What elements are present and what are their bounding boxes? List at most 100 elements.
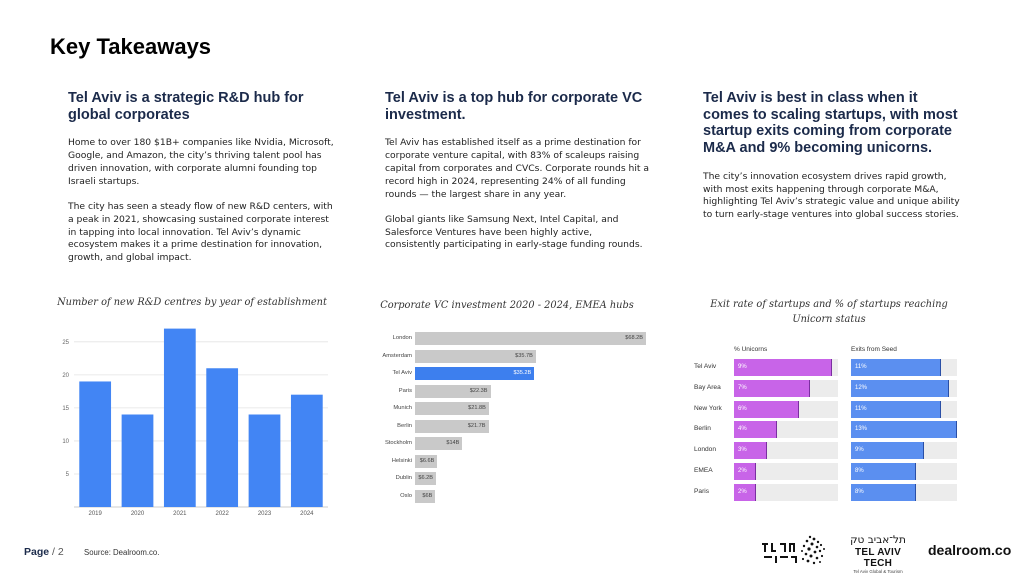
category-label: Tel Aviv <box>392 370 412 376</box>
exit-value: 12% <box>855 384 868 391</box>
bar-2021 <box>163 328 196 507</box>
city-label: Paris <box>694 487 710 495</box>
bar-row: Berlin $21.7B <box>357 418 657 436</box>
city-label: London <box>694 446 717 454</box>
series-header-unicorns: % Unicorns <box>734 346 768 353</box>
unicorn-value: 3% <box>738 447 747 454</box>
exit-track: 11% <box>851 400 957 418</box>
exit-row: Bay Area 7% 12% <box>694 378 964 399</box>
exit-value: 8% <box>855 467 864 474</box>
bar-dublin: $6.2B <box>415 472 436 485</box>
exit-track: 11% <box>851 359 957 376</box>
category-label: Berlin <box>397 422 412 429</box>
exit-value: 13% <box>855 426 868 433</box>
value-label: $68.2B <box>625 335 643 341</box>
y-tick-label: 20 <box>62 373 69 379</box>
y-tick-label: 10 <box>62 439 69 445</box>
city-label: Bay Area <box>694 383 721 391</box>
rnd-centres-svg: 5 10 15 20 25 2019 2020 2021 2022 2023 2024 <box>62 328 328 517</box>
bar-amsterdam: $35.7B <box>415 349 536 363</box>
bar-tel-aviv: $35.2B <box>415 367 535 380</box>
bar-row: London $68.2B <box>357 330 657 348</box>
category-label: Stockholm <box>384 440 412 446</box>
exit-value: 9% <box>855 447 864 454</box>
exit-track: 9% <box>851 442 957 460</box>
tel-aviv-yafo-logo <box>760 533 828 567</box>
column-paragraph: The city’s innovation ecosystem drives r… <box>703 170 960 221</box>
unicorn-track: 3% <box>734 442 838 460</box>
x-tick-label: 2023 <box>258 511 272 517</box>
bar-2020 <box>121 414 154 507</box>
unicorn-track: 9% <box>734 359 838 376</box>
exit-value: 11% <box>855 405 867 412</box>
x-tick-label: 2022 <box>215 511 229 517</box>
bar-2024 <box>290 394 323 507</box>
y-tick-label: 25 <box>62 340 69 346</box>
exit-value: 11% <box>855 364 867 370</box>
series-header-exits: Exits from Seed <box>851 346 897 353</box>
column-corporate-vc: Tel Aviv is a top hub for corporate VC i… <box>385 90 650 264</box>
unicorn-track: 4% <box>734 421 838 439</box>
column-paragraph: Home to over 180 $1B+ companies like Nvi… <box>68 137 334 187</box>
value-label: $6B <box>422 492 433 499</box>
exit-row: London 3% 9% <box>694 440 964 461</box>
column-heading: Tel Aviv is best in class when it comes … <box>703 90 958 157</box>
city-label: New York <box>694 404 722 412</box>
y-tick-label: 15 <box>62 406 69 412</box>
unicorn-value: 9% <box>738 364 747 370</box>
column-heading: Tel Aviv is a top hub for corporate VC i… <box>385 90 643 123</box>
exit-bar: 11% <box>851 400 941 418</box>
bar-row: Stockholm $14B <box>357 435 657 453</box>
exit-bar: 8% <box>851 483 917 501</box>
exit-bar: 8% <box>851 462 917 480</box>
bar-berlin: $21.7B <box>415 419 489 433</box>
bar-row: Munich $21.8B <box>357 400 657 418</box>
unicorn-value: 2% <box>738 467 747 474</box>
bar-row: Oslo $6B <box>357 488 657 506</box>
category-label: Paris <box>398 387 412 394</box>
bar-row: Paris $22.3B <box>357 383 657 401</box>
page-number: / 2 <box>52 546 64 558</box>
x-tick-label: 2021 <box>173 511 187 517</box>
unicorn-bar: 3% <box>734 442 767 460</box>
dealroom-logo: dealroom.co <box>928 542 1012 558</box>
bar-row: Helsinki $6.6B <box>357 453 657 471</box>
unicorn-track: 2% <box>734 462 838 480</box>
unicorn-bar: 2% <box>734 483 756 501</box>
exit-row: Paris 2% 8% <box>694 482 964 503</box>
bar-row: Amsterdam $35.7B <box>357 348 657 366</box>
exit-row: EMEA 2% 8% <box>694 461 964 482</box>
page-label: Page <box>24 546 50 558</box>
bar-helsinki: $6.6B <box>415 454 438 468</box>
tel-aviv-tech-logo: תל־אביב טק TEL AVIV TECH Tel Aviv Global… <box>843 534 913 573</box>
unicorn-track: 6% <box>734 400 838 418</box>
bar-paris: $22.3B <box>415 384 491 398</box>
value-label: $35.2B <box>513 370 532 376</box>
city-label: Berlin <box>694 425 711 433</box>
exit-bar: 11% <box>851 359 941 376</box>
exit-track: 8% <box>851 483 957 501</box>
series-headers: % Unicorns Exits from Seed <box>694 345 964 357</box>
unicorn-bar: 7% <box>734 379 810 397</box>
unicorn-value: 4% <box>738 426 747 433</box>
category-label: Helsinki <box>391 457 412 464</box>
category-label: Munich <box>393 405 412 411</box>
unicorn-bar: 2% <box>734 462 756 480</box>
exit-track: 12% <box>851 379 957 397</box>
unicorn-track: 7% <box>734 379 838 397</box>
city-label: Tel Aviv <box>694 363 717 370</box>
exit-track: 8% <box>851 462 957 480</box>
exit-rate-chart: % Unicorns Exits from Seed Tel Aviv 9% 11%… <box>694 345 964 503</box>
x-tick-label: 2024 <box>300 511 314 517</box>
x-tick-label: 2020 <box>131 511 145 517</box>
value-label: $6.2B <box>418 475 433 481</box>
value-label: $35.7B <box>515 352 533 359</box>
bar-row: Dublin $6.2B <box>357 470 657 488</box>
column-paragraph: Global giants like Samsung Next, Intel C… <box>385 213 643 251</box>
cvc-investment-chart: London $68.2B Amsterdam $35.7B Tel Aviv $35.2… <box>357 330 657 505</box>
exit-bar: 12% <box>851 379 949 397</box>
unicorn-value: 7% <box>738 384 747 391</box>
exit-value: 8% <box>855 488 864 495</box>
exit-row: Berlin 4% 13% <box>694 419 964 440</box>
value-label: $21.7B <box>467 422 486 429</box>
